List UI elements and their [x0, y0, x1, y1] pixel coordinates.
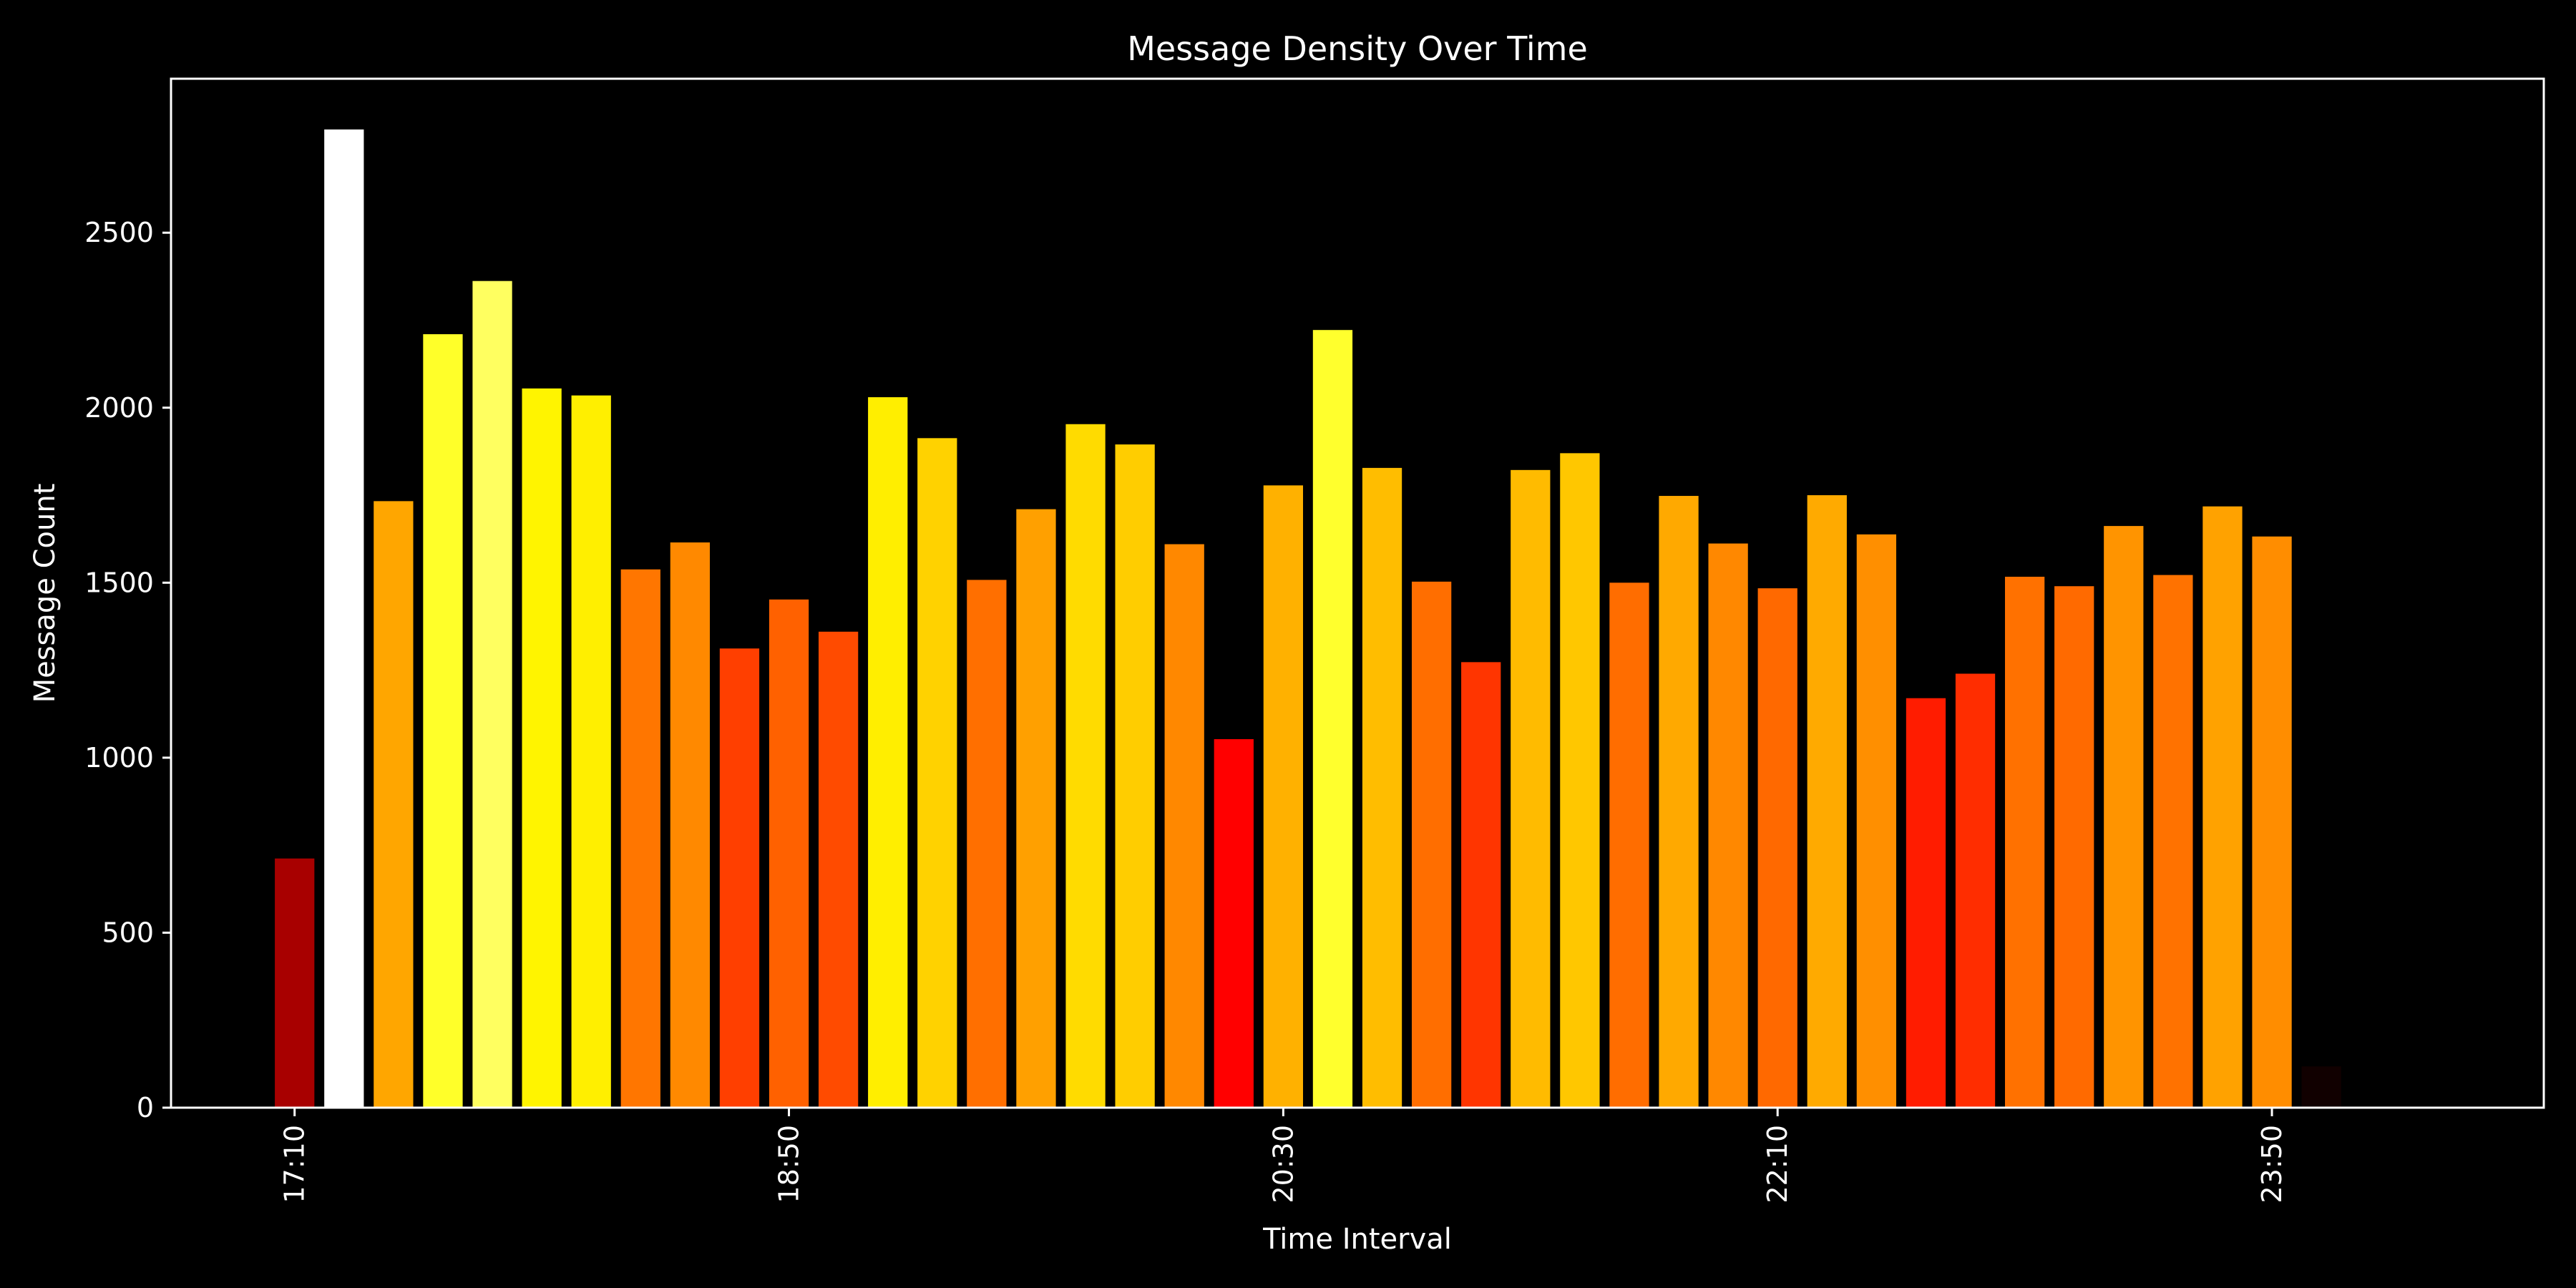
- bar-1710: [275, 858, 315, 1108]
- bar-1940: [1016, 509, 1056, 1108]
- bar-1950: [1065, 424, 1106, 1108]
- bar-2300: [2004, 577, 2045, 1108]
- y-tick-label: 500: [102, 917, 154, 948]
- bar-1910: [868, 397, 908, 1108]
- bar-2110: [1461, 662, 1501, 1108]
- bar-2150: [1659, 496, 1699, 1108]
- bar-2030: [1263, 485, 1304, 1108]
- y-tick-label: 2000: [84, 392, 154, 424]
- bars-group: [275, 129, 2341, 1108]
- y-tick-label: 1000: [84, 742, 154, 774]
- bar-2120: [1511, 469, 1551, 1108]
- bar-1720: [324, 129, 364, 1108]
- bar-2140: [1609, 582, 1649, 1108]
- bar-1750: [472, 280, 512, 1108]
- bar-1840: [719, 648, 760, 1108]
- bar-2010: [1164, 544, 1204, 1108]
- plot-frame: [170, 77, 2545, 1109]
- y-tick-label: 1500: [84, 567, 154, 598]
- y-axis-ticks: 0 500 1000 1500 2000 2500: [84, 217, 171, 1123]
- y-axis-label: Message Count: [29, 484, 62, 703]
- bar-1810: [571, 395, 611, 1108]
- bar-2310: [2054, 586, 2094, 1108]
- bar-2000: [1115, 444, 1155, 1108]
- bar-2340: [2202, 506, 2243, 1108]
- bar-2240: [1906, 698, 1946, 1108]
- x-tick-label: 22:10: [1762, 1125, 1793, 1204]
- bar-2320: [2104, 526, 2144, 1108]
- bar-1930: [967, 580, 1007, 1108]
- x-tick-label: 20:30: [1267, 1125, 1299, 1204]
- bar-0000: [2301, 1066, 2341, 1108]
- bar-2350: [2252, 536, 2292, 1108]
- x-axis-ticks: 17:10 18:50 20:30 22:10 23:50: [279, 1108, 2288, 1204]
- x-tick-label: 18:50: [774, 1125, 805, 1204]
- bar-1820: [620, 569, 660, 1108]
- bar-2250: [1955, 673, 1996, 1108]
- bar-1800: [522, 388, 562, 1108]
- y-tick-label: 0: [137, 1092, 154, 1123]
- bar-2210: [1757, 588, 1797, 1108]
- bar-2100: [1411, 581, 1452, 1108]
- bar-2050: [1362, 467, 1402, 1108]
- bar-1920: [917, 438, 957, 1108]
- bar-2330: [2153, 575, 2193, 1108]
- bar-2220: [1807, 495, 1847, 1108]
- bar-2040: [1312, 330, 1353, 1108]
- y-tick-label: 2500: [84, 217, 154, 248]
- bar-2130: [1560, 453, 1600, 1108]
- bar-2200: [1708, 543, 1748, 1108]
- x-axis-label: Time Interval: [1262, 1223, 1452, 1256]
- chart-title: Message Density Over Time: [1127, 29, 1588, 68]
- bar-1900: [818, 631, 859, 1108]
- x-tick-label: 23:50: [2256, 1125, 2288, 1204]
- bar-2020: [1214, 738, 1254, 1108]
- bar-1850: [769, 599, 809, 1108]
- x-tick-label: 17:10: [279, 1125, 311, 1204]
- bar-1740: [423, 334, 463, 1108]
- bar-2230: [1856, 534, 1897, 1108]
- bar-1730: [374, 501, 414, 1108]
- bar-1830: [670, 542, 711, 1108]
